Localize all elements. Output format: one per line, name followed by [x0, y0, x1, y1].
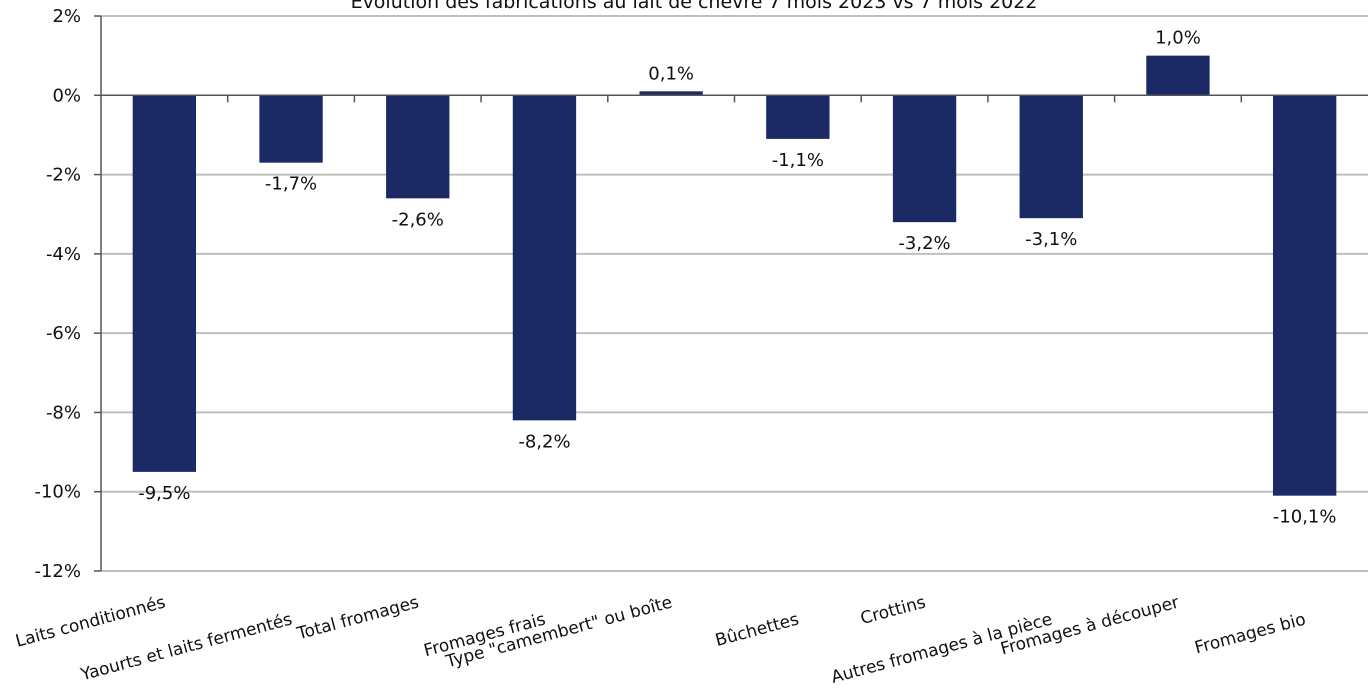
y-tick-label: -12%	[34, 561, 81, 582]
data-label: -8,2%	[518, 431, 570, 452]
data-label: -2,6%	[392, 209, 444, 230]
bars	[132, 55, 1337, 496]
data-label: -10,1%	[1273, 507, 1337, 528]
axes	[94, 15, 1368, 572]
data-label: -3,2%	[898, 233, 950, 254]
y-tick-label: -10%	[34, 482, 81, 503]
data-label: 0,1%	[648, 63, 694, 84]
x-category-label: Fromages bio	[1193, 610, 1308, 659]
bar	[386, 95, 450, 199]
labels: 2% 0% -2% -4% -6% -8% -10% -12% -9,5% -1,7% -2,6% -…	[13, 6, 1336, 688]
bar	[639, 91, 703, 96]
data-label: -1,1%	[772, 150, 824, 171]
bar	[132, 95, 197, 472]
bar	[1146, 55, 1210, 96]
bar	[892, 95, 957, 223]
gridlines	[101, 15, 1368, 572]
x-category-label: Laits conditionnés	[13, 592, 167, 651]
bar	[512, 95, 577, 421]
y-tick-label: -8%	[46, 402, 81, 423]
y-tick-label: 2%	[52, 6, 81, 27]
x-category-label: Crottins	[858, 592, 928, 629]
y-tick-label: -2%	[46, 165, 81, 186]
bar	[259, 95, 323, 163]
y-tick-label: 0%	[52, 85, 81, 106]
y-tick-label: -6%	[46, 323, 81, 344]
y-tick-label: -4%	[46, 244, 81, 265]
bar	[1272, 95, 1337, 496]
x-category-label: Bûchettes	[713, 609, 801, 651]
bar	[1019, 95, 1083, 219]
data-label: 1,0%	[1155, 28, 1201, 49]
bar	[766, 95, 830, 139]
data-label: -1,7%	[265, 174, 317, 195]
x-category-label: Total fromages	[294, 592, 421, 644]
data-label: -3,1%	[1025, 229, 1077, 250]
chart-title: Evolution des fabrications au lait de ch…	[351, 0, 1038, 13]
data-label: -9,5%	[138, 483, 190, 504]
